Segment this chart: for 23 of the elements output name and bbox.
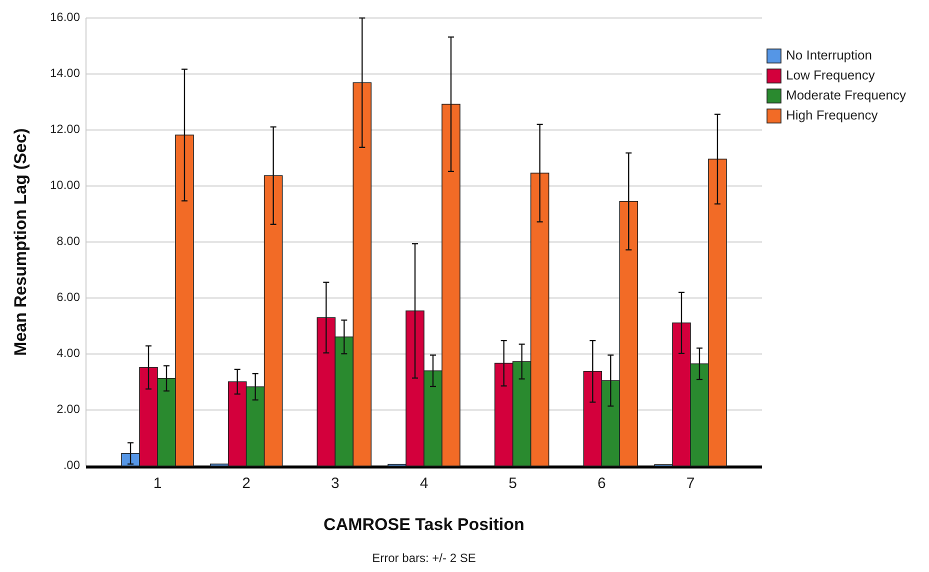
x-tick-label: 2 <box>242 475 251 492</box>
y-tick-label: 4.00 <box>56 346 80 360</box>
y-tick-label: 14.00 <box>50 66 80 80</box>
y-tick-label: 2.00 <box>56 402 80 416</box>
y-tick-label: .00 <box>63 458 80 472</box>
y-tick-label: 8.00 <box>56 234 80 248</box>
legend-label: High Frequency <box>786 107 878 122</box>
x-tick-label: 1 <box>153 475 162 492</box>
y-axis-title: Mean Resumption Lag (Sec) <box>11 128 30 356</box>
text: Error bars: +/- 2 SE <box>372 551 476 565</box>
y-tick-label: 12.00 <box>50 122 80 136</box>
x-tick-label: 4 <box>420 475 428 492</box>
x-tick-label: 3 <box>331 475 340 492</box>
legend-label: Low Frequency <box>786 67 876 82</box>
y-tick-label: 16.00 <box>50 10 80 24</box>
x-tick-label: 5 <box>508 475 517 492</box>
y-tick-label: 6.00 <box>56 290 80 304</box>
x-tick-label: 6 <box>597 475 606 492</box>
legend-label: Moderate Frequency <box>786 87 906 102</box>
legend-label: No Interruption <box>786 47 872 62</box>
x-tick-label: 7 <box>686 475 695 492</box>
x-axis-title: CAMROSE Task Position <box>324 515 524 534</box>
y-tick-label: 10.00 <box>50 178 80 192</box>
